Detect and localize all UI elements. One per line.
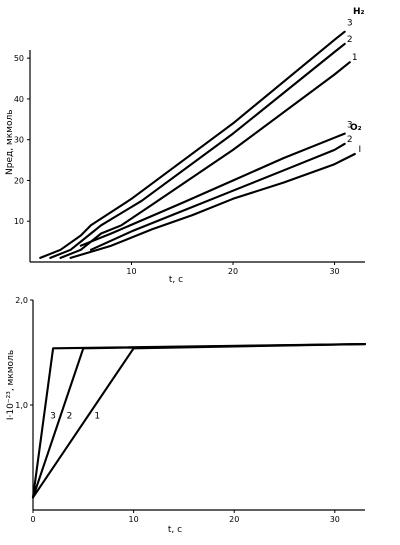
top-series-label-4: 2 <box>347 135 353 145</box>
bottom-series-line-1 <box>31 343 367 499</box>
bottom-chart: 1,0 2,0 0 10 20 30 3 2 1 I·10⁻²³, мкмоль t, c <box>6 296 367 535</box>
top-series-label-3: 3 <box>347 121 353 131</box>
top-y-tick-label: 30 <box>14 136 24 145</box>
top-y-tick-label: 10 <box>14 217 24 226</box>
bottom-x-tick-label: 20 <box>229 515 239 524</box>
top-series-line-3 <box>79 132 346 247</box>
top-y-tick-label: 40 <box>14 95 24 104</box>
bottom-x-axis-label: t, c <box>168 525 182 535</box>
bottom-series: 3 2 1 <box>31 343 367 499</box>
bottom-ticks: 1,0 2,0 0 10 20 30 <box>15 296 340 524</box>
top-x-tick-label: 10 <box>126 267 136 276</box>
top-series-line-2 <box>59 61 351 259</box>
top-y-axis-label: Nред, мкмоль <box>5 109 15 175</box>
top-x-axis-label: t, c <box>169 275 183 285</box>
bottom-y-tick-label: 2,0 <box>15 296 28 305</box>
top-series-line-5 <box>69 152 356 259</box>
bottom-series-label-0: 3 <box>50 411 56 421</box>
top-series-label-0: 3 <box>347 19 353 29</box>
bottom-series-label-2: 1 <box>94 411 100 421</box>
top-series-label-2: 1 <box>352 53 358 63</box>
top-x-tick-label: 20 <box>228 267 238 276</box>
bottom-series-line-2 <box>31 343 367 499</box>
top-series-line-1 <box>49 42 346 259</box>
gas-label-h2: H₂ <box>353 7 365 17</box>
top-y-tick-label: 50 <box>14 54 24 63</box>
top-series-label-5: I <box>359 145 362 155</box>
top-y-tick-label: 20 <box>14 176 24 185</box>
bottom-x-tick-label: 10 <box>129 515 139 524</box>
top-ticks: 10 20 30 40 50 10 20 30 <box>14 54 340 276</box>
bottom-series-label-1: 2 <box>67 411 73 421</box>
top-series-label-1: 2 <box>347 35 353 45</box>
bottom-series-line-0 <box>31 343 367 499</box>
top-series-line-0 <box>39 30 346 259</box>
top-series-line-4 <box>89 142 346 251</box>
bottom-y-axis-label: I·10⁻²³, мкмоль <box>6 350 16 420</box>
bottom-y-tick-label: 1,0 <box>15 401 28 410</box>
top-x-tick-label: 30 <box>329 267 339 276</box>
bottom-x-tick-label: 0 <box>30 515 35 524</box>
gas-label-o2: O₂ <box>350 123 362 133</box>
bottom-x-tick-label: 30 <box>330 515 340 524</box>
